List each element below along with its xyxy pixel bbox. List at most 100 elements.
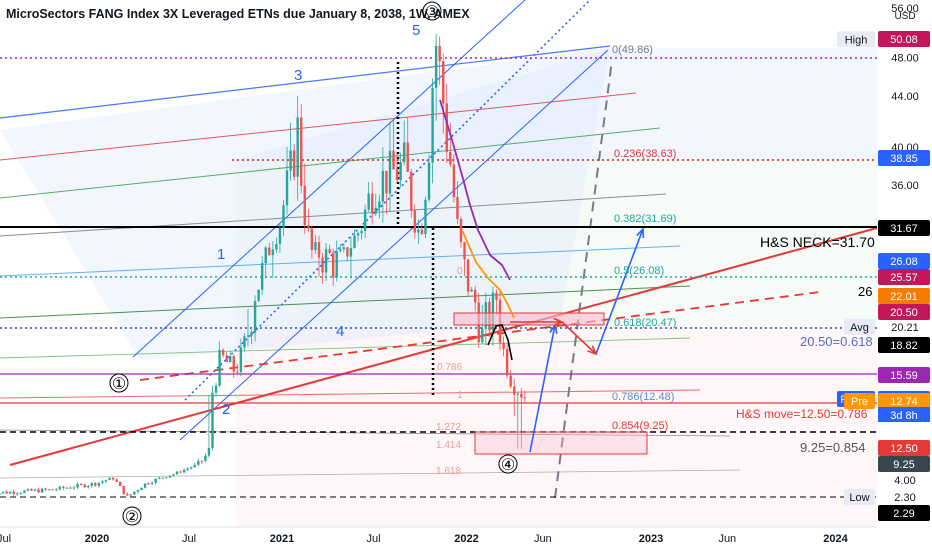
price-label-box xyxy=(878,220,930,236)
fib-level-label: 0.5(26.08) xyxy=(614,265,664,277)
candle-body xyxy=(381,170,385,202)
candle-body xyxy=(314,242,317,250)
candle-body xyxy=(356,233,360,236)
price-label: 22.01 xyxy=(890,291,918,303)
candle-body xyxy=(214,385,218,393)
candle-body xyxy=(417,229,420,233)
channel-line xyxy=(0,193,667,237)
candle-body xyxy=(456,197,459,219)
channel-line xyxy=(0,285,691,319)
candle-body xyxy=(118,481,122,486)
candle-body xyxy=(44,488,47,490)
candle-body xyxy=(410,171,413,211)
supply-zone xyxy=(453,312,605,326)
wave-label: 3 xyxy=(294,67,302,84)
candle-body xyxy=(339,249,342,252)
candle-body xyxy=(463,242,466,260)
candle-body xyxy=(292,150,296,177)
price-label-box xyxy=(878,505,930,521)
candle-body xyxy=(307,225,310,229)
candle-body xyxy=(12,491,15,494)
candle-body xyxy=(104,479,108,482)
candle-body xyxy=(321,257,324,273)
fib-level-label: 0.236(38.63) xyxy=(614,148,676,160)
candle-body xyxy=(83,484,86,488)
candle-body xyxy=(395,169,399,181)
candle-body xyxy=(133,491,136,495)
candle-body xyxy=(111,477,115,480)
candle-body xyxy=(342,247,346,250)
fib-zone-low xyxy=(236,330,877,530)
wave-circle-label: ① xyxy=(112,376,126,393)
fib-level-label: 0(49.86) xyxy=(612,44,653,56)
candle-body xyxy=(189,467,193,469)
candle-body xyxy=(495,292,498,300)
candle-body xyxy=(19,492,22,494)
candle-body xyxy=(200,460,204,462)
candle-body xyxy=(90,482,93,486)
candle-body xyxy=(232,355,235,372)
candle-body xyxy=(427,162,431,200)
wave-label: 4 xyxy=(336,323,344,340)
time-axis-panel xyxy=(0,527,932,550)
fib-level-label: 0.786(12.48) xyxy=(612,391,674,403)
x-tick-label: Jun xyxy=(534,533,552,545)
trend-line xyxy=(132,0,526,358)
dashed-gray-projection xyxy=(554,59,613,499)
price-label-box xyxy=(878,440,930,456)
candle-body xyxy=(204,455,207,461)
candle-body xyxy=(438,45,441,62)
annotation-label: 26 xyxy=(858,284,872,299)
price-label-box xyxy=(878,392,930,409)
fib-level-label: 0.618(20.47) xyxy=(614,317,676,329)
wave-label: 2 xyxy=(222,401,230,418)
candle-body xyxy=(420,229,424,235)
axis-tag-box xyxy=(844,319,875,335)
candle-body xyxy=(296,117,299,177)
axis-value-label: 20.21 xyxy=(891,322,919,334)
candle-body xyxy=(324,249,328,273)
candle-body xyxy=(221,349,225,356)
candle-body xyxy=(94,482,97,486)
fib-ratio-label: 1.272 xyxy=(436,422,461,433)
candle-body xyxy=(300,117,303,186)
wave-circle xyxy=(122,506,142,526)
candle-body xyxy=(509,375,512,387)
annotation-label: H&S NECK=31.70 xyxy=(760,234,875,250)
candle-body xyxy=(353,235,356,248)
candle-body xyxy=(399,161,402,181)
countdown-label: 3d 8h xyxy=(890,410,918,422)
candle-body xyxy=(129,494,133,496)
axis-tag-box xyxy=(844,392,875,409)
candle-body xyxy=(143,483,147,488)
candle-body xyxy=(264,247,267,264)
candle-body xyxy=(516,393,519,395)
price-label-box xyxy=(878,253,930,269)
price-label-box xyxy=(878,31,930,47)
x-tick-label: Jun xyxy=(718,533,736,545)
fib-ratio-label: 1.618 xyxy=(436,466,461,477)
candle-body xyxy=(459,218,463,243)
wave-circle-label: ④ xyxy=(501,457,515,474)
candle-body xyxy=(367,193,370,210)
candle-body xyxy=(402,142,406,162)
projection-arrow-head xyxy=(553,317,565,327)
y-tick-label: 44.00 xyxy=(891,91,919,103)
price-label-box xyxy=(878,150,930,166)
channel-line xyxy=(0,92,637,161)
candle-body xyxy=(466,259,470,292)
candle-body xyxy=(108,477,111,480)
candle-body xyxy=(140,487,143,491)
fib-level-label: 0.382(31.69) xyxy=(614,213,676,225)
projection-arrow xyxy=(561,321,597,355)
candle-body xyxy=(5,491,8,494)
axis-tag: Avg xyxy=(850,322,869,334)
candle-body xyxy=(51,489,54,491)
fib-level-label: 0.854(9.25) xyxy=(612,420,668,432)
candle-body xyxy=(16,493,19,495)
candle-body xyxy=(8,491,12,494)
wave-label: 5 xyxy=(412,22,420,39)
candle-body xyxy=(122,485,125,494)
